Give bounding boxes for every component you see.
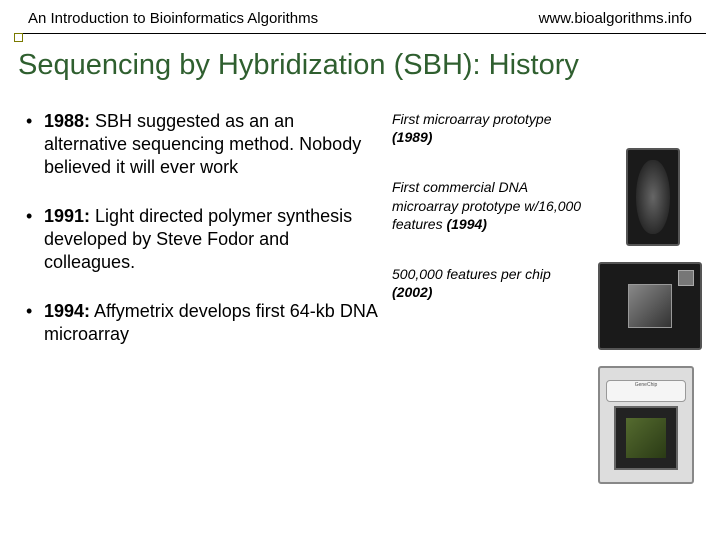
caption: First commercial DNA microarray prototyp…: [392, 178, 582, 233]
bullet-text: Light directed polymer synthesis develop…: [44, 206, 352, 272]
slide-title: Sequencing by Hybridization (SBH): Histo…: [0, 37, 720, 92]
caption-year: (1994): [446, 216, 486, 232]
caption: 500,000 features per chip (2002): [392, 265, 582, 301]
header-left: An Introduction to Bioinformatics Algori…: [28, 10, 318, 27]
microarray-prototype-1994-image: [598, 262, 702, 350]
caption-text: First microarray prototype: [392, 111, 551, 127]
header-rule: [14, 33, 706, 37]
bullet-year: 1988:: [44, 111, 90, 131]
image-column: GeneChip: [598, 148, 708, 484]
header-right: www.bioalgorithms.info: [539, 10, 692, 27]
caption-year: (1989): [392, 129, 432, 145]
caption-column: First microarray prototype (1989) First …: [392, 110, 582, 372]
bullet-item: 1994: Affymetrix develops first 64-kb DN…: [20, 300, 380, 346]
bullet-text: SBH suggested as an an alternative seque…: [44, 111, 361, 177]
bullet-year: 1994:: [44, 301, 90, 321]
caption-year: (2002): [392, 284, 432, 300]
caption-text: 500,000 features per chip: [392, 266, 551, 282]
bullet-year: 1991:: [44, 206, 90, 226]
header: An Introduction to Bioinformatics Algori…: [0, 0, 720, 33]
bullet-item: 1991: Light directed polymer synthesis d…: [20, 205, 380, 274]
genechip-2002-image: GeneChip: [598, 366, 694, 484]
bullet-text: Affymetrix develops first 64-kb DNA micr…: [44, 301, 377, 344]
bullet-item: 1988: SBH suggested as an an alternative…: [20, 110, 380, 179]
microarray-prototype-1989-image: [626, 148, 680, 246]
bullet-column: 1988: SBH suggested as an an alternative…: [20, 110, 380, 372]
caption: First microarray prototype (1989): [392, 110, 582, 146]
genechip-label: GeneChip: [606, 380, 686, 402]
